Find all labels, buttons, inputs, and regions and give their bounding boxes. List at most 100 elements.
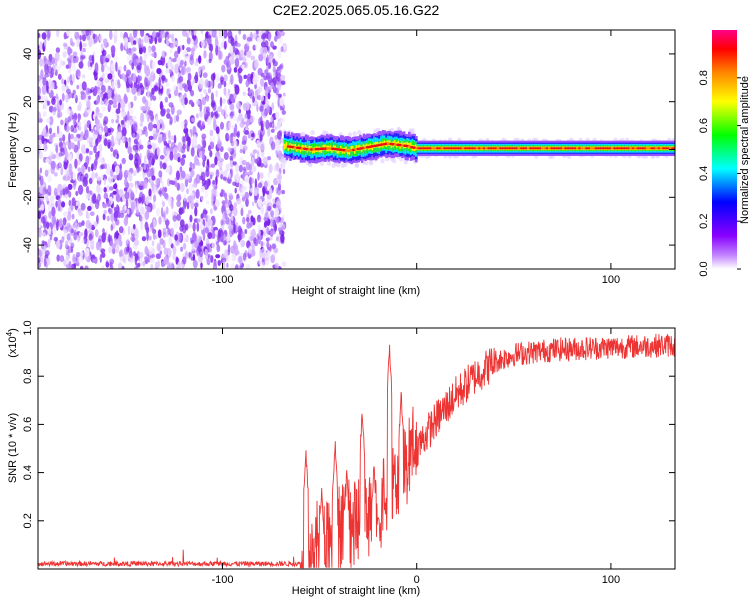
- noise-dot: [90, 128, 94, 133]
- noise-dot: [59, 58, 63, 69]
- noise-dot: [221, 109, 226, 116]
- noise-dot: [186, 37, 191, 45]
- noise-dot: [159, 187, 163, 197]
- noise-dot: [72, 63, 76, 72]
- noise-dot: [256, 37, 262, 43]
- noise-dot: [226, 234, 231, 242]
- noise-dot: [170, 42, 175, 49]
- noise-dot: [42, 76, 47, 86]
- noise-dot: [173, 152, 177, 161]
- noise-dot: [131, 47, 137, 52]
- noise-dot: [217, 160, 223, 168]
- noise-dot: [258, 229, 261, 237]
- noise-dot: [45, 250, 50, 257]
- noise-dot: [62, 134, 66, 142]
- noise-dot: [55, 200, 58, 208]
- noise-dot: [102, 54, 107, 63]
- noise-dot: [110, 62, 116, 72]
- spectrogram-xtick-label: -100: [211, 274, 233, 286]
- noise-dot: [39, 175, 44, 186]
- noise-dot: [67, 183, 73, 190]
- noise-dot: [267, 128, 271, 137]
- noise-dot: [187, 31, 191, 38]
- noise-dot: [98, 143, 103, 153]
- noise-dot: [72, 172, 76, 181]
- noise-dot: [193, 202, 199, 208]
- noise-dot: [65, 141, 70, 146]
- noise-dot: [186, 188, 189, 195]
- noise-dot: [245, 197, 249, 207]
- noise-dot: [105, 261, 110, 268]
- noise-dot: [40, 69, 44, 80]
- noise-dot: [63, 229, 68, 240]
- noise-dot: [276, 233, 280, 243]
- noise-dot: [65, 94, 69, 103]
- noise-dot: [252, 165, 257, 172]
- noise-dot: [109, 261, 113, 268]
- noise-dot: [188, 99, 194, 105]
- noise-dot: [195, 71, 199, 81]
- noise-dot: [117, 102, 121, 110]
- noise-dot: [276, 216, 280, 224]
- noise-dot: [51, 215, 57, 224]
- noise-dot: [172, 246, 177, 255]
- noise-dot: [236, 130, 240, 138]
- noise-dot: [46, 192, 52, 196]
- noise-dot: [95, 151, 99, 160]
- noise-dot: [196, 144, 202, 153]
- noise-dot: [47, 174, 52, 183]
- svg-text:(x104): (x104): [5, 328, 19, 358]
- noise-dot: [72, 73, 75, 84]
- noise-dot: [78, 61, 84, 69]
- noise-dot: [57, 198, 62, 208]
- noise-dot: [244, 130, 250, 135]
- noise-dot: [159, 100, 163, 111]
- noise-dot: [234, 123, 238, 134]
- noise-dot: [188, 251, 191, 259]
- noise-dot: [133, 66, 137, 75]
- noise-dot: [172, 241, 177, 247]
- noise-dot: [43, 257, 47, 267]
- noise-dot: [238, 164, 243, 173]
- noise-dot: [186, 201, 190, 210]
- noise-dot: [133, 30, 138, 38]
- noise-dot: [270, 128, 275, 133]
- noise-dot: [156, 148, 161, 155]
- noise-dot: [217, 106, 223, 113]
- noise-dot: [38, 210, 41, 220]
- noise-dot: [112, 103, 118, 109]
- noise-dot: [223, 176, 227, 181]
- snr-ticks: -100 0 100 0.2 0.4 0.6 0.8 1.0: [22, 320, 675, 586]
- noise-dot: [209, 129, 214, 137]
- noise-dot: [248, 89, 252, 95]
- noise-dot: [184, 49, 188, 55]
- noise-dot: [174, 234, 178, 241]
- noise-dot: [240, 207, 244, 217]
- noise-dot: [248, 78, 252, 85]
- noise-dot: [180, 170, 186, 179]
- noise-dot: [251, 228, 256, 239]
- noise-dot: [277, 150, 283, 160]
- noise-dot: [167, 33, 172, 39]
- noise-dot: [108, 103, 112, 110]
- noise-dot: [268, 163, 273, 174]
- spectrogram-heatmap: [38, 30, 675, 269]
- signal-band-segment: [320, 147, 324, 153]
- noise-dot: [188, 195, 193, 204]
- noise-dot: [207, 35, 212, 46]
- noise-dot: [152, 120, 156, 125]
- noise-dot: [58, 161, 62, 168]
- noise-dot: [270, 210, 274, 218]
- noise-dot: [127, 225, 131, 235]
- spectrogram-ticks: -100 100 -40 -20 0 20 40: [22, 30, 675, 286]
- noise-dot: [90, 62, 93, 68]
- noise-dot: [67, 46, 72, 56]
- noise-dot: [152, 124, 158, 129]
- noise-dot: [192, 222, 196, 233]
- noise-dot: [229, 204, 234, 212]
- noise-dot: [153, 194, 157, 203]
- noise-dot: [187, 72, 192, 82]
- noise-dot: [182, 30, 187, 37]
- noise-dot: [250, 55, 256, 61]
- noise-dot: [200, 39, 205, 48]
